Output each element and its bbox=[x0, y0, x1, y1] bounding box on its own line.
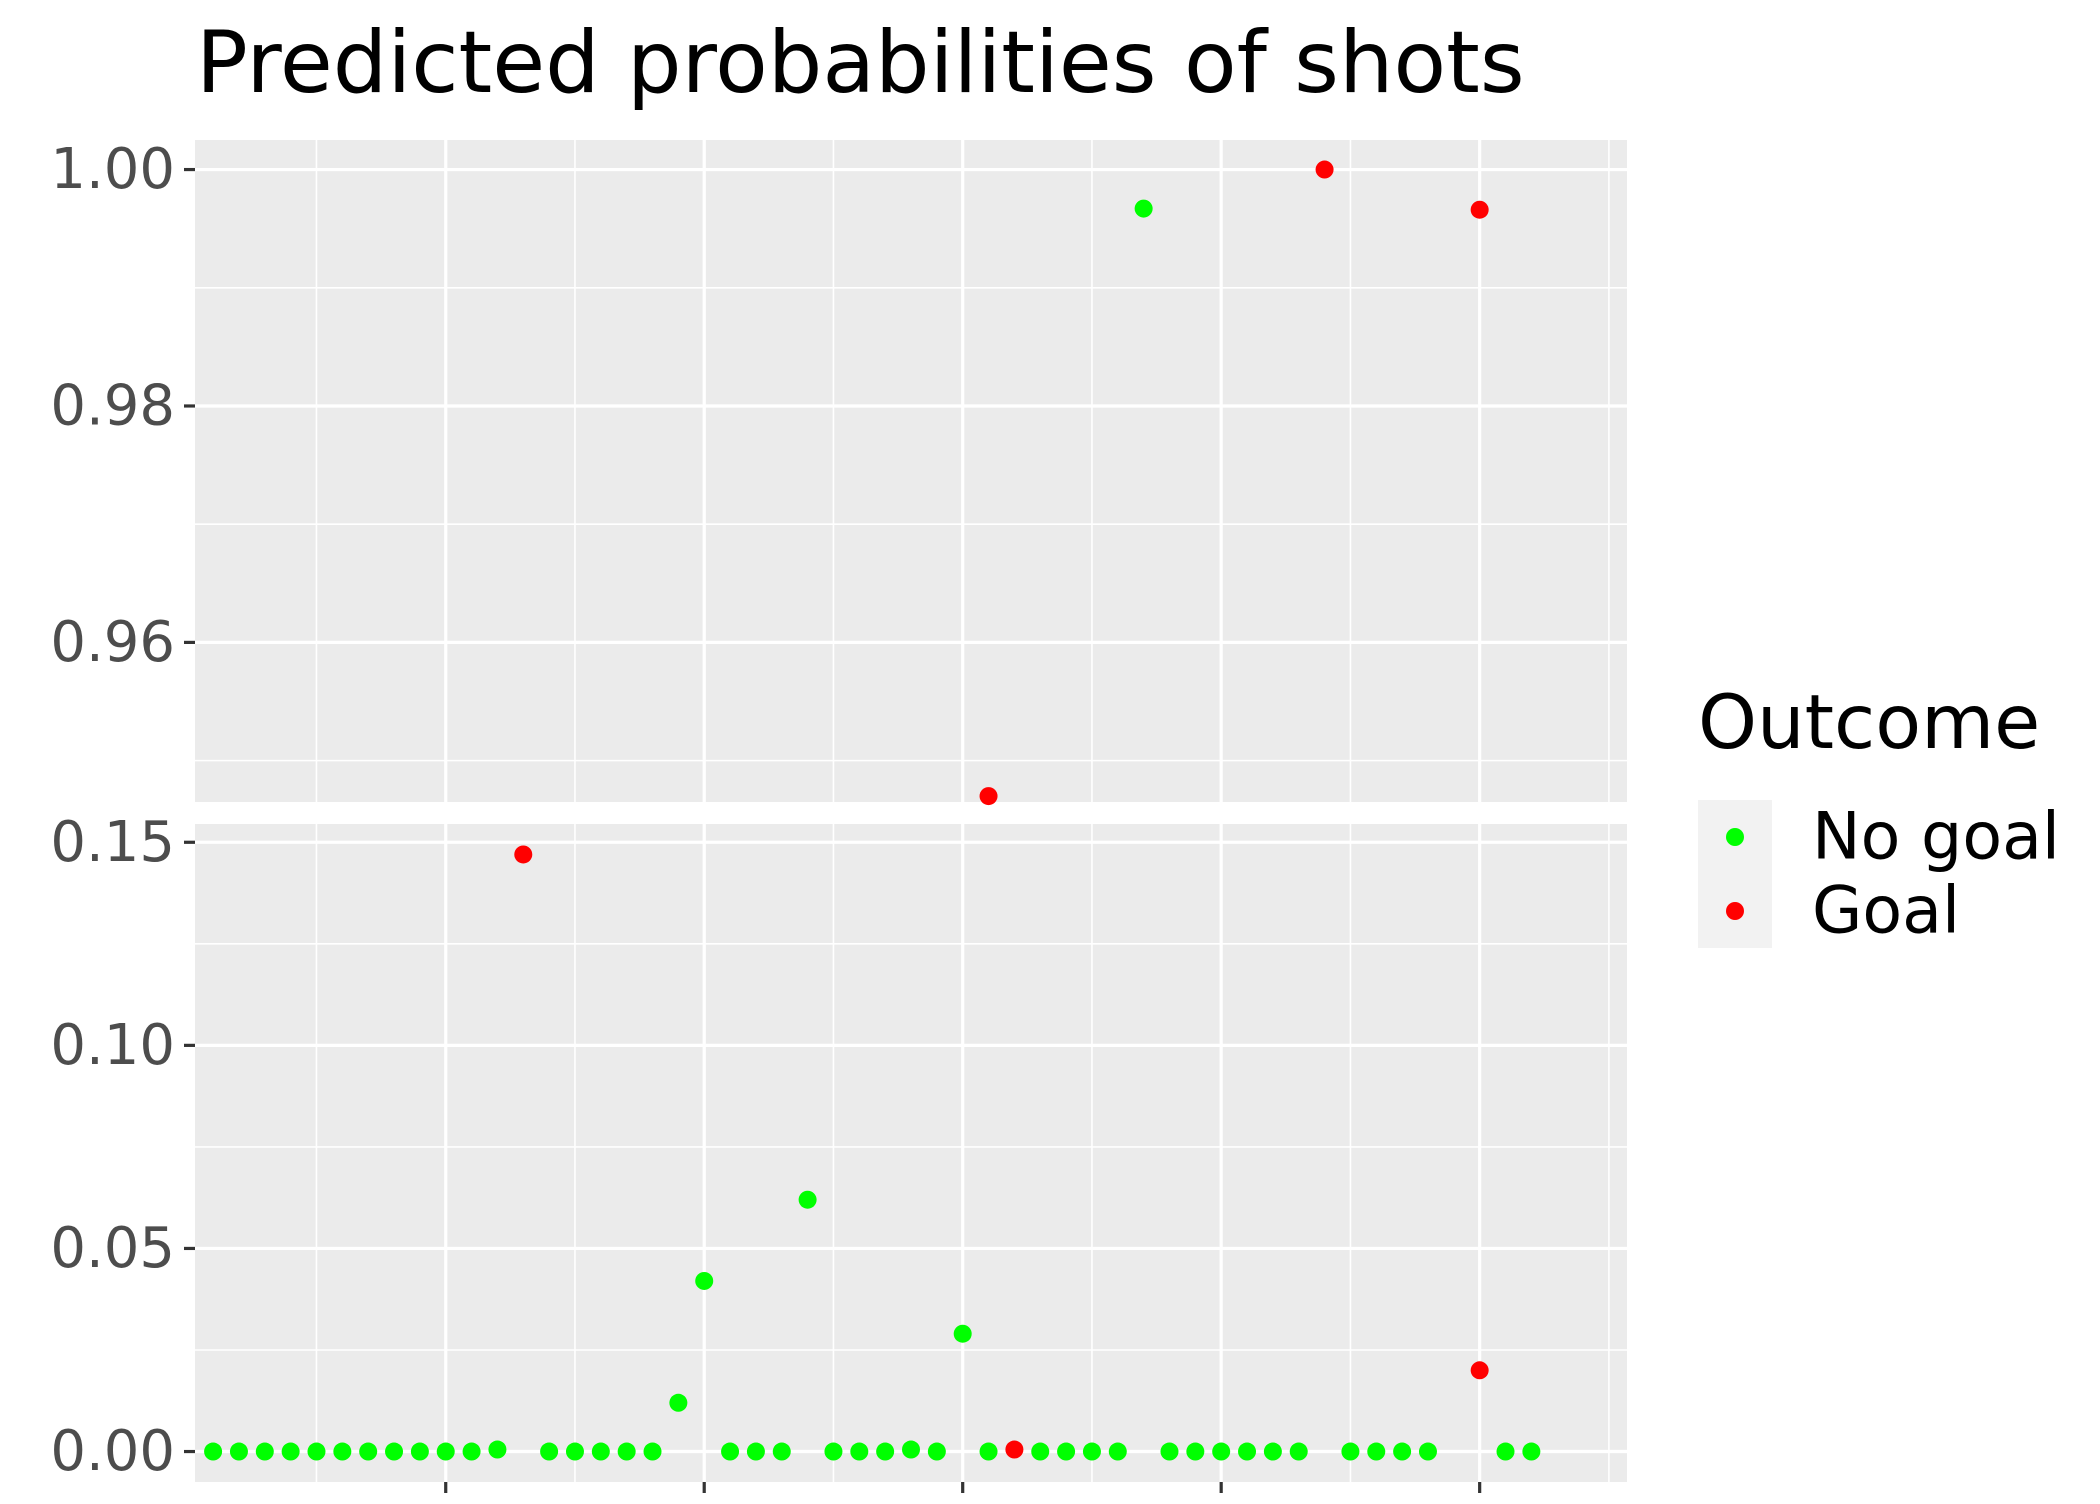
data-point-no-goal bbox=[540, 1442, 559, 1461]
chart-title: Predicted probabilities of shots bbox=[196, 13, 1525, 113]
legend-label: No goal bbox=[1812, 800, 2060, 875]
data-point-no-goal bbox=[436, 1442, 455, 1461]
data-point-goal bbox=[1005, 1440, 1024, 1459]
data-point-no-goal bbox=[1160, 1442, 1179, 1461]
data-point-goal bbox=[1315, 160, 1334, 179]
panel-background bbox=[195, 824, 1627, 1482]
data-point-no-goal bbox=[204, 1442, 223, 1461]
data-point-no-goal bbox=[824, 1442, 843, 1461]
data-point-no-goal bbox=[359, 1442, 378, 1461]
data-point-no-goal bbox=[798, 1190, 817, 1209]
y-tick-label: 0.05 bbox=[50, 1216, 175, 1281]
data-point-no-goal bbox=[591, 1442, 610, 1461]
data-point-no-goal bbox=[669, 1393, 688, 1412]
data-point-no-goal bbox=[1082, 1442, 1101, 1461]
data-point-no-goal bbox=[1057, 1442, 1076, 1461]
data-point-goal bbox=[514, 845, 533, 864]
data-point-no-goal bbox=[333, 1442, 352, 1461]
data-point-no-goal bbox=[953, 1324, 972, 1343]
legend-label: Goal bbox=[1812, 874, 1960, 949]
data-point-no-goal bbox=[979, 1442, 998, 1461]
data-point-no-goal bbox=[1367, 1442, 1386, 1461]
data-point-no-goal bbox=[1522, 1442, 1541, 1461]
panel-background bbox=[195, 140, 1627, 802]
data-point-no-goal bbox=[385, 1442, 404, 1461]
data-point-no-goal bbox=[1186, 1442, 1205, 1461]
data-point-goal bbox=[1470, 1361, 1489, 1380]
data-point-no-goal bbox=[255, 1442, 274, 1461]
panels-layer: 0.96 0.98 1.00 0.00 0.05 0.10 0.15 bbox=[50, 137, 1627, 1493]
data-point-no-goal bbox=[1341, 1442, 1360, 1461]
data-point-no-goal bbox=[229, 1442, 248, 1461]
data-point-no-goal bbox=[695, 1271, 714, 1290]
data-point-no-goal bbox=[1212, 1442, 1231, 1461]
y-tick-label: 0.96 bbox=[50, 610, 175, 675]
data-point-no-goal bbox=[1134, 199, 1153, 218]
data-point-no-goal bbox=[643, 1442, 662, 1461]
y-tick-label: 0.98 bbox=[50, 373, 175, 438]
data-point-no-goal bbox=[307, 1442, 326, 1461]
panel-upper: 0.96 0.98 1.00 bbox=[50, 137, 1627, 806]
data-point-no-goal bbox=[772, 1442, 791, 1461]
data-point-no-goal bbox=[1263, 1442, 1282, 1461]
data-point-no-goal bbox=[746, 1442, 765, 1461]
data-point-no-goal bbox=[1031, 1442, 1050, 1461]
y-tick-label: 1.00 bbox=[50, 137, 175, 202]
data-point-no-goal bbox=[1289, 1442, 1308, 1461]
data-point-no-goal bbox=[927, 1442, 946, 1461]
data-point-no-goal bbox=[410, 1442, 429, 1461]
legend-key-goal bbox=[1726, 902, 1744, 920]
data-point-no-goal bbox=[902, 1440, 920, 1459]
data-point-no-goal bbox=[462, 1442, 481, 1461]
data-point-no-goal bbox=[850, 1442, 869, 1461]
y-tick-label: 0.10 bbox=[50, 1013, 175, 1078]
data-point-no-goal bbox=[1393, 1442, 1412, 1461]
data-point-goal bbox=[1470, 200, 1489, 219]
y-tick-label: 0.15 bbox=[50, 810, 175, 875]
legend-title: Outcome bbox=[1698, 678, 2040, 766]
data-point-no-goal bbox=[281, 1442, 300, 1461]
data-point-goal bbox=[979, 787, 998, 806]
data-point-no-goal bbox=[876, 1442, 895, 1461]
data-point-no-goal bbox=[617, 1442, 636, 1461]
data-point-no-goal bbox=[1496, 1442, 1515, 1461]
data-point-no-goal bbox=[565, 1442, 584, 1461]
data-point-no-goal bbox=[1418, 1442, 1437, 1461]
data-point-no-goal bbox=[488, 1440, 507, 1459]
data-point-no-goal bbox=[1108, 1442, 1127, 1461]
data-point-no-goal bbox=[1238, 1442, 1257, 1461]
y-tick-label: 0.00 bbox=[50, 1419, 175, 1484]
data-point-no-goal bbox=[721, 1442, 740, 1461]
legend-key-background bbox=[1698, 800, 1772, 948]
legend-key-no-goal bbox=[1726, 828, 1744, 846]
panel-lower: 0.00 0.05 0.10 0.15 bbox=[50, 810, 1627, 1493]
